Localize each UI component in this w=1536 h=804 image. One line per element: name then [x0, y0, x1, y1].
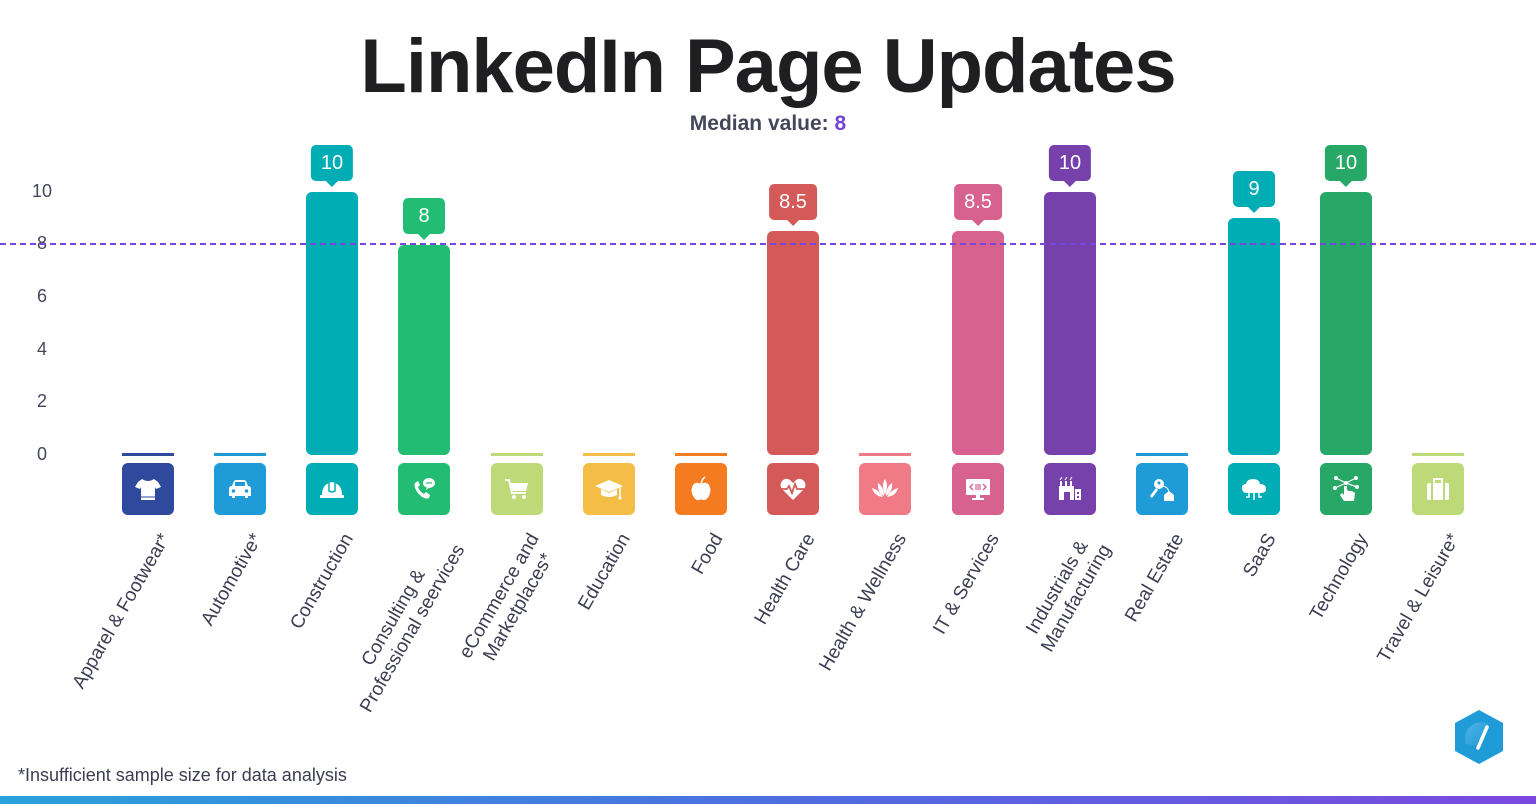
cart-icon [491, 463, 543, 515]
bottom-accent-bar [0, 796, 1536, 804]
y-tick: 2 [36, 391, 47, 411]
zero-bar-marker [491, 453, 543, 456]
lotus-icon [859, 463, 911, 515]
x-axis-label: Food [687, 530, 728, 579]
bar [767, 231, 819, 455]
y-tick: 0 [36, 444, 47, 464]
x-axis-label: Apparel & Footwear* [68, 530, 175, 693]
phone-chat-icon [398, 463, 450, 515]
zero-bar-marker [214, 453, 266, 456]
x-axis-label: Education [574, 530, 635, 614]
x-axis-label: IT & Services [929, 530, 1004, 639]
factory-icon [1044, 463, 1096, 515]
median-label: Median value: [689, 112, 829, 135]
median-subtitle: Median value: 8 [0, 112, 1536, 136]
zero-bar-marker [1136, 453, 1188, 456]
y-tick: 4 [36, 339, 47, 359]
x-axis-label: eCommerce and Marketplaces* [455, 530, 558, 665]
heart-pulse-icon [767, 463, 819, 515]
apple-icon [675, 463, 727, 515]
graduation-cap-icon [583, 463, 635, 515]
suitcase-icon [1412, 463, 1464, 515]
bar [1320, 192, 1372, 455]
x-axis-label: Health Care [750, 530, 820, 629]
zero-bar-marker [1412, 453, 1464, 456]
x-axis-label: Industrials & Manufacturing [1022, 536, 1116, 656]
zero-bar-marker [859, 453, 911, 456]
zero-bar-marker [675, 453, 727, 456]
y-tick: 6 [36, 286, 47, 306]
value-badge: 8.5 [954, 184, 1002, 227]
value-badge: 10 [1324, 145, 1368, 187]
x-axis-label: Real Estate [1121, 530, 1189, 626]
value-badge: 10 [1048, 145, 1092, 187]
bar [398, 244, 450, 455]
zero-bar-marker [122, 453, 174, 456]
value-badge: 8.5 [769, 184, 817, 227]
value-badge: 9 [1233, 171, 1275, 214]
footnote: *Insufficient sample size for data analy… [18, 765, 347, 785]
x-axis-label: SaaS [1239, 530, 1281, 581]
y-tick: 10 [31, 181, 53, 201]
value-badge: 8 [403, 197, 445, 240]
median-value: 8 [834, 112, 847, 135]
network-touch-icon [1320, 463, 1372, 515]
zero-bar-marker [583, 453, 635, 456]
chart-title: LinkedIn Page Updates [360, 24, 1176, 109]
bar [1228, 218, 1280, 455]
tshirt-icon [122, 463, 174, 515]
brand-logo-icon [1455, 710, 1503, 764]
x-axis-label: Construction [286, 530, 358, 633]
x-axis-label: Health & Wellness [815, 530, 912, 675]
bar [952, 231, 1004, 455]
x-axis-label: Automotive* [197, 530, 267, 630]
x-axis-label: Travel & Leisure* [1373, 530, 1465, 667]
value-badge: 10 [310, 145, 354, 187]
median-reference-line [0, 243, 1536, 245]
cloud-icon [1228, 463, 1280, 515]
monitor-code-icon [952, 463, 1004, 515]
hard-hat-icon [306, 463, 358, 515]
x-axis-label: Technology [1306, 530, 1373, 624]
bar [1044, 192, 1096, 455]
x-axis-label: Consulting & Professional seervices [356, 541, 470, 717]
bar [306, 192, 358, 455]
house-key-icon [1136, 463, 1188, 515]
car-icon [214, 463, 266, 515]
